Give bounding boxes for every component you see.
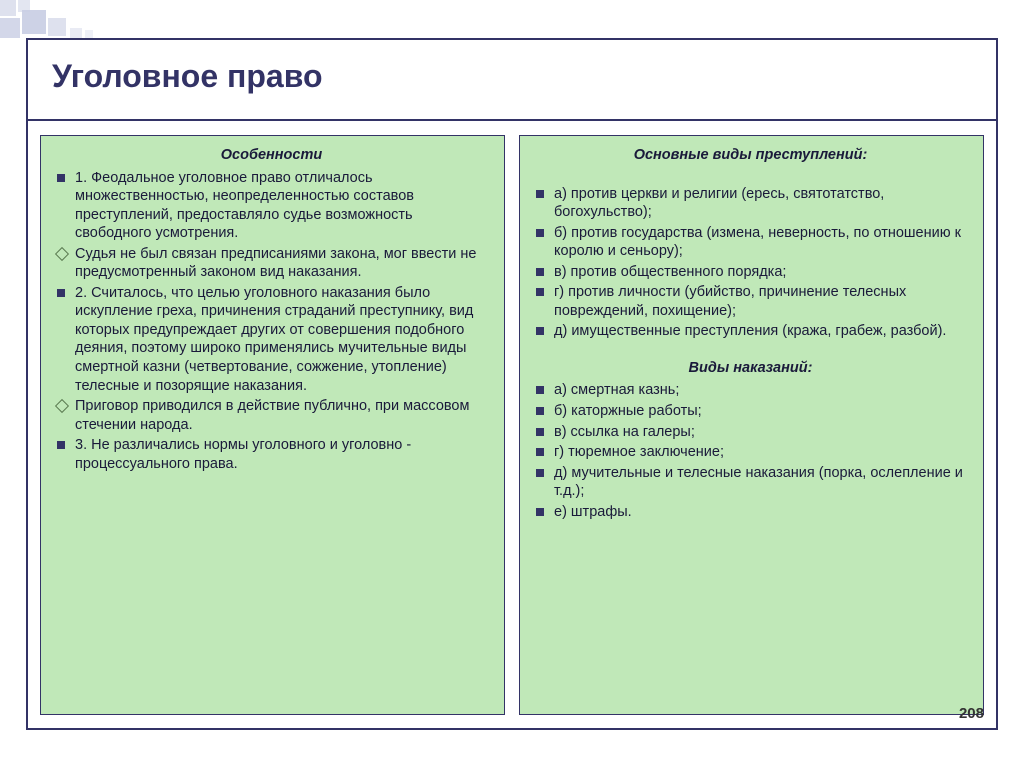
list-item: б) каторжные работы; bbox=[530, 402, 971, 421]
spacer bbox=[530, 343, 971, 357]
crimes-list-items: а) против церкви и религии (ересь, свято… bbox=[530, 185, 971, 341]
list-item: г) тюремное заключение; bbox=[530, 443, 971, 462]
page-number: 208 bbox=[959, 705, 984, 722]
list-item: в) против общественного порядка; bbox=[530, 263, 971, 282]
list-item: 3. Не различались нормы уголовного и уго… bbox=[51, 436, 492, 473]
list-item: д) мучительные и телесные наказания (пор… bbox=[530, 464, 971, 501]
left-list: 1. Феодальное уголовное право отличалось… bbox=[51, 169, 492, 474]
content-columns: Особенности 1. Феодальное уголовное прав… bbox=[28, 121, 996, 725]
right-heading-1: Основные виды преступлений: bbox=[530, 146, 971, 165]
list-item: д) имущественные преступления (кража, гр… bbox=[530, 322, 971, 341]
right-panel: Основные виды преступлений: а) против це… bbox=[519, 135, 984, 715]
list-item: Приговор приводился в действие публично,… bbox=[51, 397, 492, 434]
left-panel: Особенности 1. Феодальное уголовное прав… bbox=[40, 135, 505, 715]
slide-frame: Уголовное право Особенности 1. Феодально… bbox=[26, 38, 998, 730]
list-item: 2. Считалось, что целью уголовного наказ… bbox=[51, 284, 492, 395]
list-item: а) смертная казнь; bbox=[530, 381, 971, 400]
list-item: Судья не был связан предписаниями закона… bbox=[51, 245, 492, 282]
list-item: в) ссылка на галеры; bbox=[530, 423, 971, 442]
blank-line bbox=[530, 343, 971, 357]
list-item: а) против церкви и религии (ересь, свято… bbox=[530, 185, 971, 222]
list-item: е) штрафы. bbox=[530, 503, 971, 522]
decoration-top bbox=[0, 0, 1024, 40]
list-item: 1. Феодальное уголовное право отличалось… bbox=[51, 169, 492, 243]
blank-line bbox=[530, 169, 971, 183]
list-item: б) против государства (измена, неверност… bbox=[530, 224, 971, 261]
crimes-list bbox=[530, 169, 971, 183]
left-heading: Особенности bbox=[51, 146, 492, 165]
punishments-list: а) смертная казнь; б) каторжные работы; в)… bbox=[530, 381, 971, 521]
right-heading-2: Виды наказаний: bbox=[530, 359, 971, 378]
list-item: г) против личности (убийство, причинение… bbox=[530, 283, 971, 320]
title-box: Уголовное право bbox=[28, 40, 996, 121]
slide-title: Уголовное право bbox=[52, 58, 972, 95]
